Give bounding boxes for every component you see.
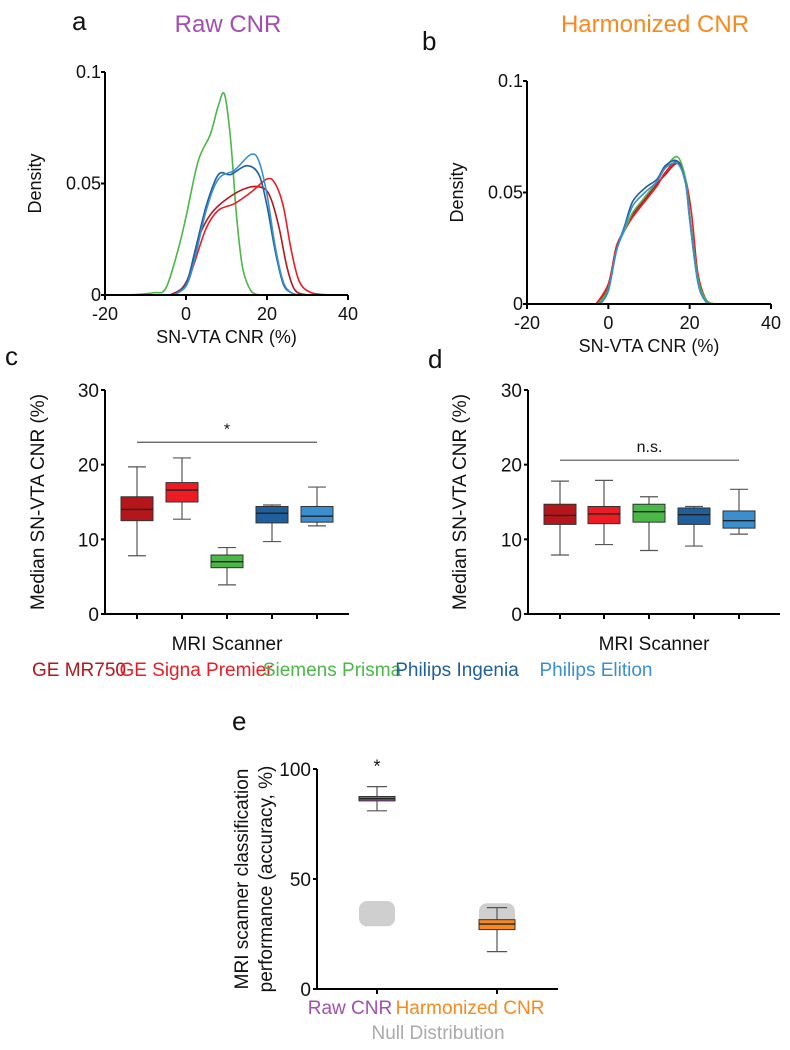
y-axis-label: Median SN-VTA CNR (%) [450,394,471,610]
density-curve-philips-elition [599,161,715,305]
box-philips-ingenia [677,507,711,525]
box-philips-elition [722,510,756,529]
panel-label-a: a [72,6,87,36]
x-label-harmonized-cnr: Harmonized CNR [396,998,545,1019]
y-axis-label-line1: MRI scanner classification [232,769,253,990]
x-tick-label: 20 [257,304,277,324]
y-axis-label: Density [25,153,45,213]
x-axis-label: SN-VTA CNR (%) [156,327,297,347]
x-axis-label: SN-VTA CNR (%) [579,336,720,356]
density-curve-ge-signa-premier [173,177,332,296]
y-tick-label: 0 [91,285,101,305]
panel-title-b: Harmonized CNR [561,11,749,38]
y-tick-label: 0 [511,605,522,626]
y-axis-label: Density [447,162,467,222]
significance-label: n.s. [637,439,663,456]
y-tick-label: 0.05 [488,183,523,203]
x-tick-label: 20 [680,313,700,333]
x-axis-label: MRI Scanner [172,634,284,655]
y-tick-label: 0 [88,605,99,626]
panel-title-a: Raw CNR [175,11,282,38]
y-tick-label: 0.05 [66,174,101,194]
density-curve-siemens-prisma [129,91,260,296]
x-axis-label: MRI Scanner [599,634,711,655]
y-axis-label: Median SN-VTA CNR (%) [28,394,49,610]
panel-label-b: b [422,26,436,56]
y-tick-label: 30 [78,381,99,402]
x-tick-label: 0 [181,304,191,324]
y-tick-label: 10 [501,530,522,551]
x-tick-label: -20 [92,304,118,324]
box-ge-signa-premier [165,482,199,503]
density-curve-philips-ingenia [173,164,300,296]
panel-label-e: e [232,706,246,736]
y-tick-label: 30 [501,381,522,402]
y-tick-label: 0 [300,980,311,1001]
legend-siemens-prisma: Siemens Prisma [263,660,402,681]
box-siemens-prisma [632,503,666,523]
density-curve-siemens-prisma [597,155,715,305]
x-label-raw-cnr: Raw CNR [308,998,392,1019]
significance-marker: * [373,757,380,777]
y-tick-label: 100 [279,760,311,781]
y-tick-label: 0.1 [498,71,523,91]
null-distribution-band [359,901,395,927]
significance-label: * [224,421,230,438]
x-label-null-distribution: Null Distribution [371,1023,504,1044]
density-curve-philips-elition [173,153,300,296]
x-tick-label: -20 [514,313,540,333]
box-philips-elition [300,505,334,523]
panel-label-c: c [5,341,18,371]
x-tick-label: 40 [761,313,781,333]
y-tick-label: 20 [78,456,99,477]
legend-ge-signa-premier: GE Signa Premier [119,660,273,681]
y-tick-label: 50 [290,870,311,891]
y-tick-label: 0.1 [76,62,101,82]
legend-philips-ingenia: Philips Ingenia [395,660,519,681]
box-philips-ingenia [255,505,289,524]
legend-ge-mr750: GE MR750 [32,660,126,681]
x-tick-label: 0 [603,313,613,333]
box-ge-signa-premier [587,505,621,525]
panel-label-d: d [428,344,442,374]
y-axis-label-line2: performance (accuracy, %) [256,766,277,993]
y-tick-label: 10 [78,530,99,551]
x-tick-label: 40 [338,304,358,324]
box-ge-mr750 [543,503,577,525]
y-tick-label: 20 [501,456,522,477]
box-ge-mr750 [120,496,154,522]
legend-philips-elition: Philips Elition [540,660,653,681]
y-tick-label: 0 [513,294,523,314]
